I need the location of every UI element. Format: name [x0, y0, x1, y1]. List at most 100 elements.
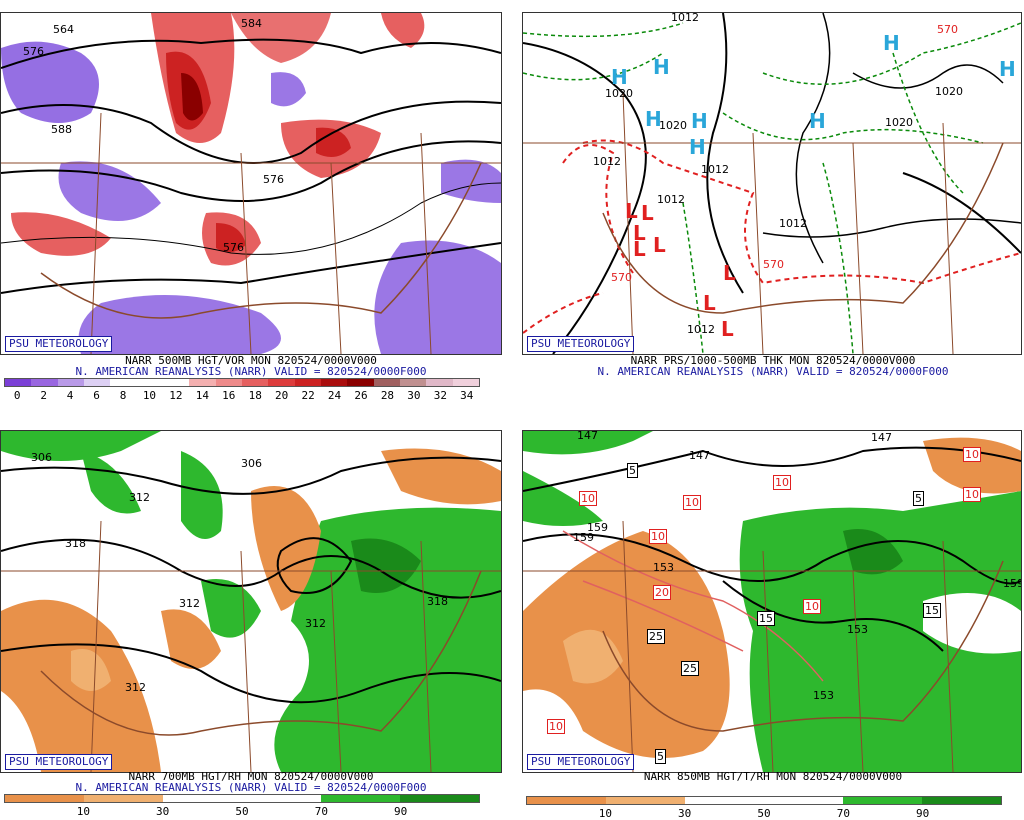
colorbar-swatch	[84, 795, 163, 802]
high-pressure-symbol: H	[809, 109, 826, 133]
colorbar-swatch	[764, 797, 843, 804]
low-pressure-symbol: L	[633, 221, 646, 245]
caption-valid: N. AMERICAN REANALYSIS (NARR) VALID = 82…	[75, 365, 427, 378]
contour-label: 570	[763, 258, 784, 271]
low-pressure-symbol: L	[633, 237, 646, 261]
map-500mb-vorticity: 564 576 588 584 576 576 PSU METEOROLOGY	[0, 12, 502, 355]
colorbar-tick-label: 32	[433, 389, 447, 402]
contour-label: 306	[31, 451, 52, 464]
colorbar-tick-label: 28	[380, 389, 395, 402]
contour-label: 312	[129, 491, 150, 504]
contour-label: 153	[813, 689, 834, 702]
colorbar-tick-label: 16	[222, 389, 236, 402]
contour-label: 1020	[659, 119, 687, 132]
high-pressure-symbol: H	[999, 57, 1016, 81]
temp-label: 10	[683, 495, 701, 510]
caption-product: NARR PRS/1000-500MB THK MON 820524/0000V…	[630, 354, 916, 367]
temp-label: 5	[913, 491, 924, 506]
map-850mb-rh: 147 147 147 159 153 159 153 159 153 10 1…	[522, 430, 1022, 773]
colorbar-tick-label: 30	[678, 807, 692, 820]
colorbar-tick-label: 10	[142, 389, 157, 402]
colorbar-swatch	[400, 795, 479, 802]
contour-label: 584	[241, 17, 262, 30]
colorbar-swatch	[215, 379, 242, 386]
psu-meteorology-badge: PSU METEOROLOGY	[5, 336, 113, 352]
contour-label: 570	[611, 271, 632, 284]
contour-label: 312	[125, 681, 146, 694]
caption-product: NARR 700MB HGT/RH MON 820524/0000V000	[128, 770, 374, 783]
contour-label: 1012	[593, 155, 621, 168]
colorbar-tick-label: 50	[757, 807, 771, 820]
contour-label: 588	[51, 123, 72, 136]
contour-label: 153	[847, 623, 868, 636]
vorticity-colorbar	[4, 378, 480, 387]
high-pressure-symbol: H	[611, 65, 628, 89]
colorbar-tick-label: 18	[248, 389, 262, 402]
colorbar-tick-label: 34	[460, 389, 474, 402]
colorbar-swatch	[452, 379, 479, 386]
colorbar-swatch	[162, 379, 190, 386]
contour-label: 147	[689, 449, 710, 462]
panel-500mb-vorticity: 564 576 588 584 576 576 PSU METEOROLOGY …	[0, 0, 502, 405]
colorbar-swatch	[242, 795, 321, 802]
contour-label: 312	[305, 617, 326, 630]
temp-label: 15	[757, 611, 775, 626]
colorbar-tick-label: 30	[407, 389, 421, 402]
colorbar-swatch	[527, 797, 606, 804]
rh700-colorbar-ticks: 10 30 50 70 90	[4, 805, 480, 818]
colorbar-swatch	[399, 379, 427, 386]
low-pressure-symbol: L	[703, 291, 716, 315]
vorticity-map-graphic	[1, 13, 501, 354]
colorbar-tick-label: 0	[13, 389, 21, 402]
colorbar-tick-label: 26	[354, 389, 368, 402]
high-pressure-symbol: H	[691, 109, 708, 133]
contour-label: 159	[1003, 577, 1022, 590]
colorbar-tick-label: 90	[916, 807, 930, 820]
low-pressure-symbol: L	[625, 199, 638, 223]
contour-label: 147	[577, 430, 598, 442]
colorbar-swatch	[347, 379, 374, 386]
colorbar-tick-label: 14	[195, 389, 209, 402]
high-pressure-symbol: H	[883, 31, 900, 55]
colorbar-tick-label: 12	[169, 389, 183, 402]
colorbar-swatch	[5, 795, 84, 802]
low-pressure-symbol: L	[641, 201, 654, 225]
temp-label: 5	[627, 463, 638, 478]
contour-label: 159	[587, 521, 608, 534]
contour-label: 159	[573, 531, 594, 544]
colorbar-swatch	[685, 797, 764, 804]
rh700-map-graphic	[1, 431, 501, 772]
temp-label: 25	[681, 661, 699, 676]
colorbar-swatch	[5, 379, 32, 386]
colorbar-tick-label: 50	[235, 805, 249, 818]
colorbar-tick-label: 22	[301, 389, 315, 402]
temp-label: 10	[547, 719, 565, 734]
colorbar-tick-label: 8	[119, 389, 127, 402]
panel-pressure-thickness: 1012 1020 1020 1020 1012 1012 1012 1012 …	[522, 0, 1024, 405]
temp-label: 15	[923, 603, 941, 618]
colorbar-swatch	[189, 379, 216, 386]
colorbar-tick-label: 20	[275, 389, 289, 402]
colorbar-swatch	[268, 379, 295, 386]
contour-label: 1020	[935, 85, 963, 98]
colorbar-tick-label: 4	[66, 389, 74, 402]
psu-meteorology-badge: PSU METEOROLOGY	[527, 336, 635, 352]
colorbar-swatch	[321, 795, 400, 802]
psu-meteorology-badge: PSU METEOROLOGY	[5, 754, 113, 770]
colorbar-swatch	[294, 379, 321, 386]
pressure-map-graphic	[523, 13, 1021, 354]
colorbar-tick-label: 90	[394, 805, 408, 818]
panel-700mb-rh: 306 306 312 318 312 312 318 312 PSU METE…	[0, 418, 502, 819]
temp-label: 10	[579, 491, 597, 506]
high-pressure-symbol: H	[645, 107, 662, 131]
contour-label: 153	[653, 561, 674, 574]
high-pressure-symbol: H	[689, 135, 706, 159]
temp-label: 5	[655, 749, 666, 764]
temp-label: 10	[803, 599, 821, 614]
contour-label: 1012	[687, 323, 715, 336]
contour-label: 318	[65, 537, 86, 550]
colorbar-tick-label: 10	[76, 805, 90, 818]
colorbar-tick-label: 10	[598, 807, 612, 820]
low-pressure-symbol: L	[721, 317, 734, 341]
colorbar-swatch	[163, 795, 242, 802]
